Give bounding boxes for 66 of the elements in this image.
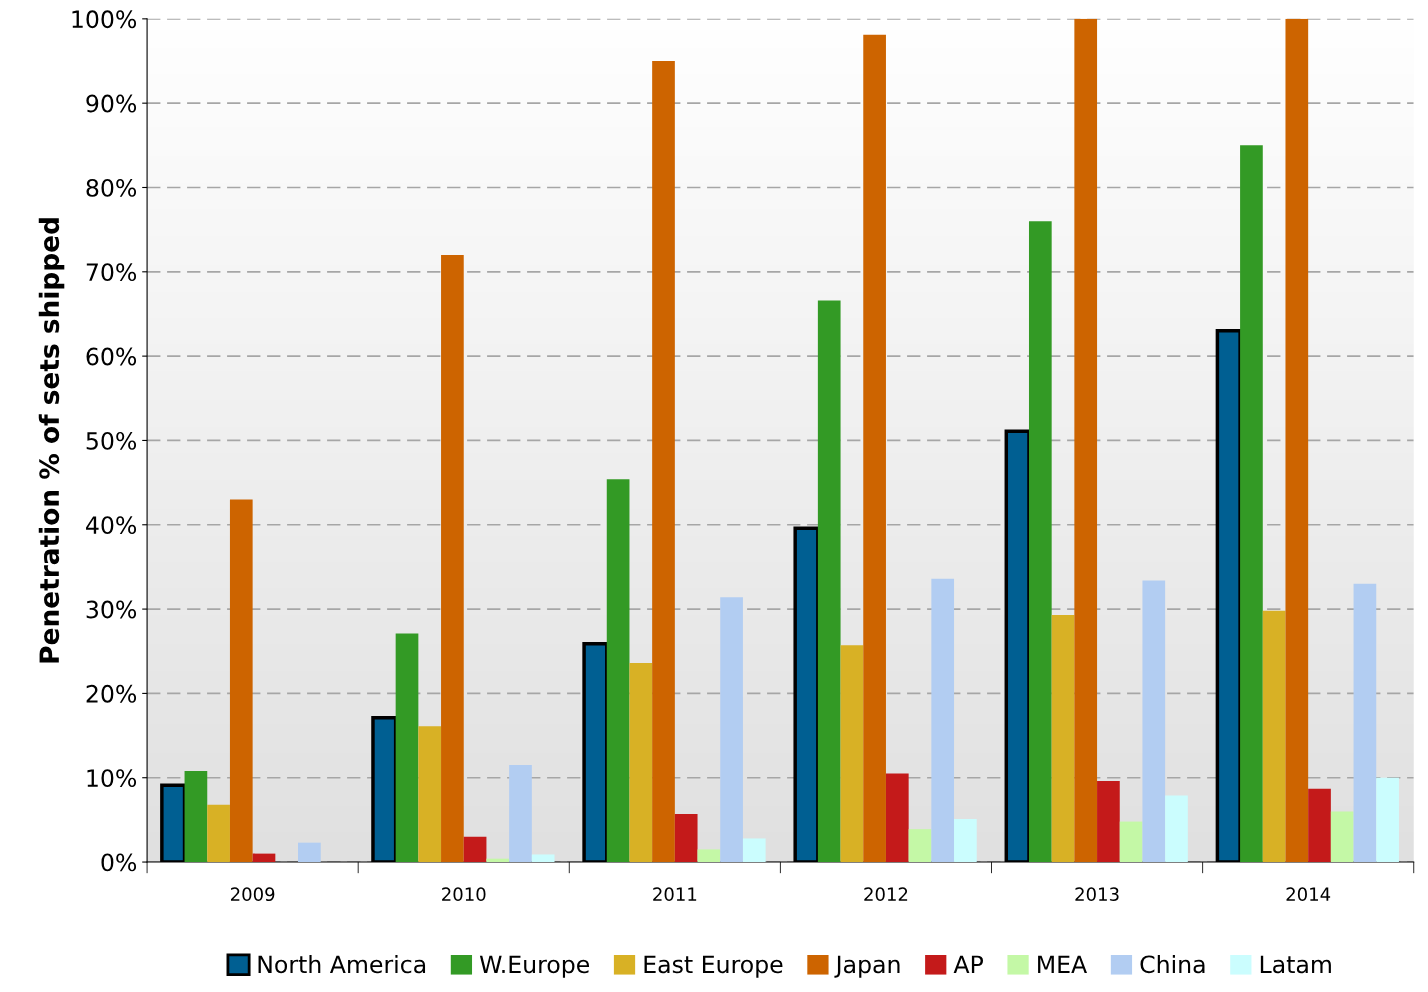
bar: [486, 858, 510, 863]
y-tick-label: 100%: [72, 10, 137, 29]
bar: [1285, 18, 1309, 863]
bar: [674, 813, 698, 863]
bar: [1051, 614, 1075, 863]
y-tick-label: 50%: [86, 431, 137, 450]
bar: [863, 34, 886, 863]
y-tick-label: 60%: [86, 347, 137, 366]
y-tick-label: 0%: [101, 853, 137, 872]
legend-label: Latam: [1260, 955, 1331, 974]
bar: [463, 836, 487, 863]
bar: [298, 842, 321, 863]
x-tick-label: 2010: [442, 887, 486, 902]
bar: [207, 804, 230, 863]
legend-label: North America: [258, 954, 426, 974]
bar: [252, 853, 276, 863]
y-tick-label: 90%: [86, 94, 137, 113]
bar: [184, 770, 208, 863]
y-tick-label: 30%: [86, 600, 137, 619]
legend-label: Japan: [834, 955, 900, 978]
x-tick-label: 2013: [1075, 887, 1119, 902]
y-tick-label: 40%: [86, 516, 137, 535]
bar: [606, 479, 630, 863]
y-tick-label: 70%: [86, 263, 137, 282]
x-tick-label: 2014: [1286, 887, 1331, 902]
bar: [817, 300, 841, 863]
legend-label: MEA: [1038, 955, 1088, 973]
bar: [697, 849, 721, 863]
bar: [395, 633, 419, 863]
bar: [931, 578, 955, 863]
bar: [1028, 221, 1052, 863]
bar: [629, 663, 653, 863]
bar: [1142, 580, 1166, 863]
y-tick-label: 80%: [86, 178, 137, 197]
x-tick-label: 2011: [653, 887, 697, 902]
bar: [720, 597, 743, 863]
bar: [1262, 610, 1286, 863]
bar: [908, 829, 932, 863]
y-tick-label: 10%: [87, 769, 137, 788]
bar: [742, 838, 766, 863]
bar: [954, 819, 977, 863]
y-axis-title: Penetration % of sets shipped: [38, 218, 65, 663]
bar: [652, 61, 675, 863]
bar: [1165, 795, 1188, 863]
bar: [1240, 145, 1263, 863]
bar: [1376, 777, 1399, 863]
legend-label: East Europe: [644, 955, 783, 978]
bar: [418, 726, 442, 863]
legend-label: AP: [953, 955, 984, 973]
bar: [1308, 788, 1331, 863]
bar: [1097, 781, 1120, 863]
x-tick-label: 2012: [864, 887, 908, 902]
bar: [1074, 18, 1098, 863]
x-tick-label: 2009: [230, 887, 275, 902]
bar: [441, 254, 464, 863]
bar: [1119, 821, 1143, 863]
bar: [509, 765, 532, 863]
legend-label: China: [1140, 954, 1205, 974]
bar: [531, 854, 555, 863]
bar: [840, 645, 864, 863]
y-tick-label: 20%: [86, 684, 137, 703]
legend-label: W.Europe: [479, 955, 590, 978]
bar: [229, 499, 253, 863]
bar: [1330, 811, 1354, 863]
bar: [1353, 583, 1377, 863]
bar: [885, 773, 909, 863]
